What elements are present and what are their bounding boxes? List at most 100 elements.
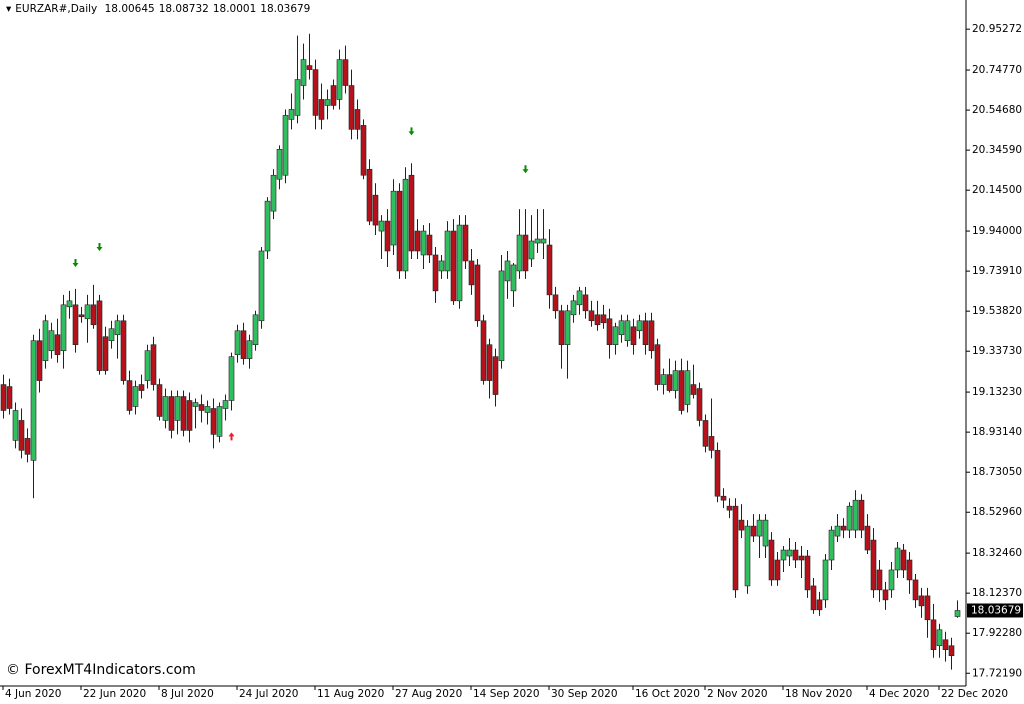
sell-arrow [408, 127, 415, 136]
candle-body-down [732, 505, 739, 591]
candle-body-up [504, 260, 511, 282]
candle-body-down [906, 559, 913, 581]
candle-body-up [528, 240, 535, 260]
candle-body-down [708, 436, 715, 451]
candle-body-up [618, 320, 625, 336]
candle-body-down [342, 59, 349, 86]
candle-body-down [462, 224, 469, 262]
candle-body-up [282, 115, 289, 176]
candle-body-up [144, 350, 151, 381]
candle-body-down [600, 314, 607, 324]
y-tick-label: 19.33730 [972, 345, 1022, 357]
candle-body-up [420, 230, 427, 256]
candle-body-up [402, 178, 409, 272]
candle-body-up [672, 370, 679, 391]
candle-body-down [354, 109, 361, 130]
candle-body-up [456, 224, 463, 302]
buy-arrow [228, 432, 235, 441]
candle-body-down [924, 595, 931, 621]
x-tick-label: 18 Nov 2020 [785, 688, 852, 700]
watermark: © ForexMT4Indicators.com [6, 662, 196, 678]
candle-body-down [642, 320, 649, 345]
candle-body-down [450, 230, 457, 302]
candle-body-up [780, 549, 787, 561]
candle-body-up [516, 234, 523, 272]
candle-body-down [942, 639, 949, 651]
candle-body-down [474, 264, 481, 322]
candle-body-down [594, 314, 601, 326]
candle-body-up [612, 326, 619, 345]
candle-body-down [588, 310, 595, 322]
candle-body-up [534, 238, 541, 244]
candle-body-up [852, 499, 859, 531]
candle-body-up [684, 370, 691, 405]
candle-body-up [954, 610, 961, 617]
candle-body-down [150, 344, 157, 385]
candle-body-down [366, 168, 373, 222]
candle-body-down [492, 356, 499, 395]
x-tick-label: 2 Nov 2020 [707, 688, 768, 700]
candle-body-down [360, 125, 367, 176]
candle-body-up [786, 549, 793, 557]
candle-body-down [126, 380, 133, 411]
candle-body-up [60, 304, 67, 351]
candle-body-down [738, 519, 745, 531]
y-tick-label: 19.73910 [972, 265, 1022, 277]
candle-body-down [678, 370, 685, 411]
candle-body-down [198, 404, 205, 411]
y-tick-label: 18.32460 [972, 547, 1022, 559]
candle-body-down [900, 549, 907, 571]
candle-body-up [570, 300, 577, 316]
x-tick-label: 14 Sep 2020 [473, 688, 540, 700]
candle-body-up [246, 340, 253, 359]
candle-body-up [192, 402, 199, 407]
candle-body-down [168, 396, 175, 431]
candle-body-up [756, 519, 763, 537]
candle-body-up [936, 629, 943, 647]
candle-body-down [918, 595, 925, 607]
candle-body-up [390, 190, 397, 246]
candle-body-down [396, 190, 403, 272]
x-tick-label: 4 Jun 2020 [5, 688, 61, 700]
candle-body-up [660, 374, 667, 385]
candle-body-down [54, 334, 61, 355]
candle-body-down [78, 314, 85, 318]
y-tick-label: 20.54680 [972, 104, 1022, 116]
candle-body-up [498, 270, 505, 361]
x-tick-label: 22 Jun 2020 [83, 688, 146, 700]
candle-body-up [174, 396, 181, 421]
y-tick-label: 18.73050 [972, 466, 1022, 478]
candle-body-up [894, 547, 901, 571]
candle-body-up [636, 320, 643, 332]
candle-body-up [162, 396, 169, 421]
candle-body-down [810, 585, 817, 611]
candle-body-down [306, 65, 313, 70]
candle-body-up [114, 320, 121, 336]
low-value: 18.0001 [212, 3, 257, 15]
candle-body-down [798, 555, 805, 561]
candle-body-up [744, 525, 751, 587]
candle-body-up [258, 250, 265, 322]
candle-body-down [372, 194, 379, 226]
candle-body-down [180, 396, 187, 431]
candle-body-down [930, 619, 937, 651]
candle-body-up [828, 529, 835, 561]
candle-body-down [468, 260, 475, 286]
candle-body-down [312, 69, 319, 116]
candle-body-up [438, 260, 445, 272]
candle-body-down [318, 99, 325, 120]
candle-body-down [210, 408, 217, 435]
candle-body-up [834, 525, 841, 537]
candle-body-down [714, 450, 721, 497]
candle-body-down [6, 386, 13, 409]
candle-body-down [24, 438, 31, 455]
candle-body-up [564, 310, 571, 345]
current-price-label: 18.03679 [971, 604, 1021, 616]
candle-body-up [762, 519, 769, 547]
candle-body-up [300, 59, 307, 86]
candle-body-down [156, 384, 163, 417]
candle-body-down [522, 234, 529, 272]
menu-triangle: ▾ [6, 3, 12, 15]
x-tick-label: 27 Aug 2020 [395, 688, 462, 700]
